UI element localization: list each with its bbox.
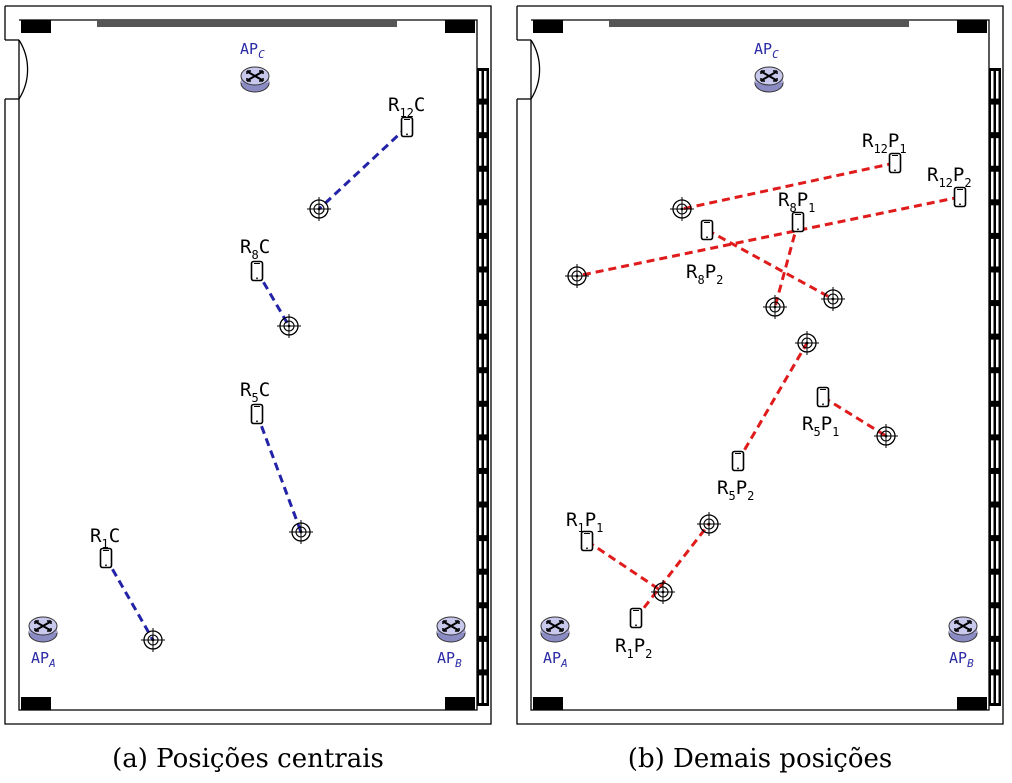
reading-label: R12C xyxy=(388,94,425,120)
link-r5c xyxy=(255,413,303,533)
smartphone-icon xyxy=(250,403,264,425)
crosshair-target-icon xyxy=(140,627,166,653)
crosshair-target-icon xyxy=(564,263,590,289)
ap-label: APA xyxy=(31,649,56,670)
reading-label: R12P2 xyxy=(927,164,972,190)
crosshair-target-icon xyxy=(820,286,846,312)
reading-label: R5P2 xyxy=(717,477,754,503)
ap-label: APC xyxy=(240,40,265,61)
smartphone-icon xyxy=(99,547,113,569)
link-r5p2 xyxy=(736,342,809,462)
ap-label: APC xyxy=(754,40,779,61)
link-r1c xyxy=(104,557,155,641)
link-r8c xyxy=(255,270,291,327)
smartphone-icon xyxy=(816,386,830,408)
crosshair-target-icon xyxy=(873,423,899,449)
reading-label: R12P1 xyxy=(862,130,907,156)
smartphone-icon xyxy=(629,607,643,629)
window-strip xyxy=(989,68,1001,706)
crosshair-target-icon xyxy=(276,313,302,339)
router-icon xyxy=(754,66,784,93)
link-r12p1 xyxy=(681,161,896,211)
reading-label: R8C xyxy=(240,236,270,262)
link-r12c xyxy=(317,125,409,211)
link-r8p2 xyxy=(706,228,834,301)
reading-label: R1C xyxy=(90,525,120,551)
floor-plan-b xyxy=(516,5,1004,725)
reading-label: R8P2 xyxy=(686,261,723,287)
reading-label: R1P2 xyxy=(615,635,652,661)
floor-plan-a xyxy=(4,5,492,725)
reading-label: R5P1 xyxy=(802,413,839,439)
ap-label: APB xyxy=(437,649,462,670)
smartphone-icon xyxy=(731,450,745,472)
crosshair-target-icon xyxy=(762,294,788,320)
smartphone-icon xyxy=(888,152,902,174)
reading-label: R1P1 xyxy=(566,509,603,535)
smartphone-icon xyxy=(791,211,805,233)
panel-b: R12P1 R12P2 R8P1 R8P2 R5P1 R5P2 R1P1 R1P… xyxy=(516,5,1004,774)
panel-caption: (b) Demais posições xyxy=(628,744,892,774)
link-r1p1 xyxy=(586,539,664,594)
crosshair-target-icon xyxy=(669,196,695,222)
reading-label: R8P1 xyxy=(778,189,815,215)
router-icon xyxy=(948,616,978,643)
router-icon xyxy=(28,616,58,643)
reading-label: R5C xyxy=(240,379,270,405)
link-r8p1 xyxy=(773,221,800,308)
smartphone-icon xyxy=(250,260,264,282)
link-r12p2 xyxy=(576,195,961,278)
smartphone-icon xyxy=(400,116,414,138)
ap-label: APA xyxy=(543,649,568,670)
crosshair-target-icon xyxy=(288,519,314,545)
link-r1p2 xyxy=(634,523,711,619)
router-icon xyxy=(240,66,270,93)
crosshair-target-icon xyxy=(650,579,676,605)
panel-a: R12C R8C R5C R1C APC APA APB (a) Posiçõe… xyxy=(4,5,492,774)
router-icon xyxy=(436,616,466,643)
smartphone-icon xyxy=(953,186,967,208)
crosshair-target-icon xyxy=(794,330,820,356)
router-icon xyxy=(540,616,570,643)
window-strip xyxy=(477,68,489,706)
ap-label: APB xyxy=(949,649,974,670)
smartphone-icon xyxy=(700,219,714,241)
panel-caption: (a) Posições centrais xyxy=(112,744,384,774)
